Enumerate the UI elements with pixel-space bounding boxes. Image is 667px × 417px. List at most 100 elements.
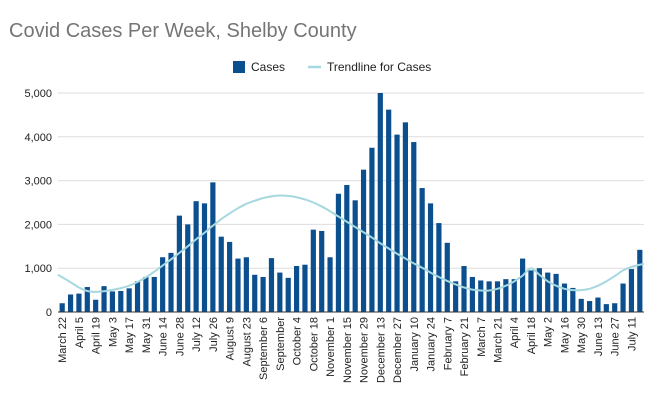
bar-cases <box>570 287 576 312</box>
x-tick-label: December 13 <box>375 317 387 383</box>
x-tick-label: April 5 <box>74 317 86 348</box>
x-tick-label: July 11 <box>626 317 638 351</box>
bar-cases <box>394 134 400 312</box>
bar-cases <box>369 147 375 312</box>
x-tick-label: May 17 <box>124 317 136 353</box>
x-tick-label: November 15 <box>342 317 354 383</box>
y-axis-ticks: 0 1,000 2,000 3,000 4,000 5,000 <box>24 88 52 319</box>
legend-swatch-cases <box>233 61 245 73</box>
bar-cases <box>143 276 149 312</box>
bar-cases <box>478 280 484 312</box>
bar-cases <box>285 277 291 312</box>
x-tick-label: May 3 <box>107 317 119 347</box>
x-tick-label: November 1 <box>325 317 337 377</box>
bar-cases <box>319 230 325 312</box>
bar-cases <box>293 266 300 312</box>
y-tick-label: 3,000 <box>24 176 52 188</box>
bar-cases <box>344 184 350 312</box>
bar-cases <box>59 303 65 312</box>
x-tick-label: December 27 <box>392 317 404 383</box>
bar-cases <box>302 264 308 312</box>
bar-cases <box>277 272 283 312</box>
x-tick-label: February 21 <box>459 317 471 376</box>
bar-cases <box>494 281 501 312</box>
x-tick-label: May 31 <box>141 317 153 353</box>
bar-cases <box>134 281 141 312</box>
x-tick-label: April 4 <box>509 317 521 348</box>
bar-cases <box>84 287 90 312</box>
bar-cases <box>151 276 157 312</box>
x-tick-label: April 19 <box>91 317 103 354</box>
bar-cases <box>520 258 526 312</box>
bar-cases <box>511 279 517 312</box>
bar-cases <box>386 109 392 312</box>
x-tick-label: September <box>275 317 287 371</box>
legend-label-cases: Cases <box>251 60 285 74</box>
bar-cases <box>260 276 266 312</box>
y-tick-label: 1,000 <box>24 263 52 275</box>
legend: Cases Trendline for Cases <box>233 60 431 74</box>
x-tick-label: March 21 <box>493 317 505 363</box>
y-tick-label: 4,000 <box>24 132 52 144</box>
bar-cases <box>419 188 425 312</box>
y-tick-label: 0 <box>46 307 52 319</box>
bar-cases <box>461 266 467 312</box>
bar-cases <box>360 169 367 312</box>
bar-cases <box>427 203 434 312</box>
x-tick-label: March 7 <box>476 317 488 357</box>
x-tick-label: August 9 <box>225 317 237 360</box>
bar-cases <box>436 223 442 312</box>
bar-cases <box>620 283 626 312</box>
bar-cases <box>637 249 643 312</box>
bar-cases <box>235 258 241 312</box>
bar-cases <box>612 303 618 312</box>
bar-cases <box>210 182 216 312</box>
bar-cases <box>377 93 383 312</box>
bar-cases <box>327 257 333 312</box>
bar-cases <box>118 290 124 312</box>
y-tick-label: 2,000 <box>24 219 52 231</box>
x-tick-label: October 18 <box>308 317 320 371</box>
x-tick-label: May 2 <box>543 317 555 347</box>
bar-cases <box>595 297 601 312</box>
bar-cases <box>193 201 199 312</box>
x-tick-label: March 22 <box>57 317 69 363</box>
x-tick-label: October 4 <box>292 317 304 365</box>
bar-cases <box>628 269 635 312</box>
bar-cases <box>486 281 492 312</box>
bar-cases <box>218 236 224 312</box>
bar-cases <box>536 268 542 312</box>
bar-cases <box>411 142 417 312</box>
x-tick-label: July 12 <box>191 317 203 352</box>
x-tick-label: September 6 <box>258 317 270 380</box>
bar-cases <box>243 257 249 312</box>
bar-cases <box>76 293 82 312</box>
bar-cases <box>109 291 116 312</box>
x-axis-ticks: March 22 April 5 April 19 May 3 May 17 May 31… <box>57 317 638 383</box>
bar-cases <box>93 299 99 312</box>
x-tick-label: May 16 <box>559 317 571 353</box>
chart-title: Covid Cases Per Week, Shelby County <box>9 20 357 42</box>
bar-cases <box>310 229 316 312</box>
bar-cases <box>160 257 166 312</box>
gridlines <box>58 92 644 269</box>
bar-cases <box>268 258 275 312</box>
bar-cases <box>402 122 409 312</box>
bar-cases <box>335 193 342 312</box>
bar-cases <box>185 224 191 312</box>
legend-label-trendline: Trendline for Cases <box>327 60 431 74</box>
bar-cases <box>528 270 534 312</box>
bar-cases <box>101 286 107 312</box>
bar-cases <box>561 283 568 312</box>
bar-cases <box>201 203 208 312</box>
bar-cases <box>126 288 132 312</box>
x-tick-label: February 7 <box>442 317 454 370</box>
bar-cases <box>67 294 74 312</box>
x-tick-label: January 24 <box>426 317 438 371</box>
bar-cases <box>469 276 475 312</box>
x-tick-label: June 28 <box>174 317 186 356</box>
x-tick-label: June 27 <box>610 317 622 356</box>
bar-series-cases <box>59 93 643 312</box>
bar-cases <box>503 279 509 312</box>
